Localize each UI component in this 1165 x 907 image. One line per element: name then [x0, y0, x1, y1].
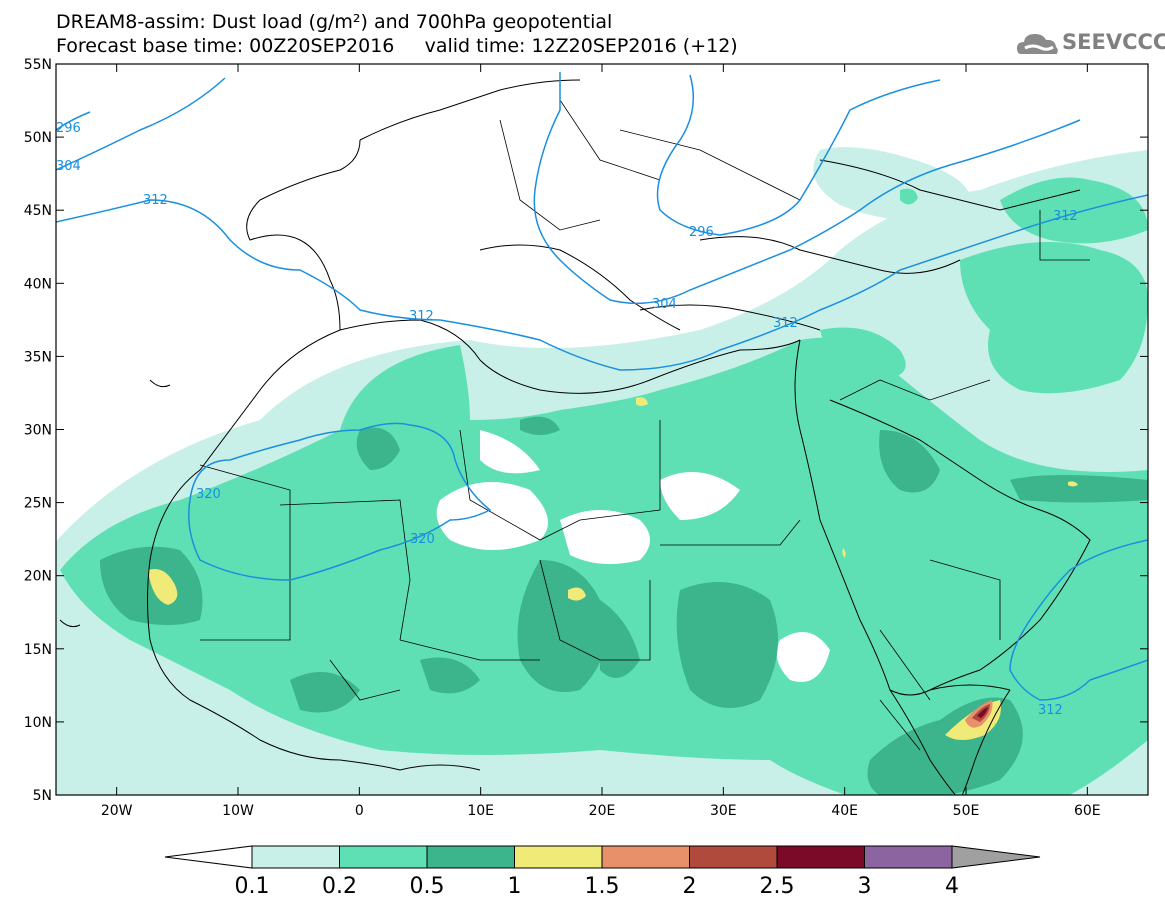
latitude-axis: 55N 50N 45N 40N 35N 30N 25N 20N 15N 10N 5N — [24, 57, 1148, 804]
lon-tick-label: 10W — [222, 803, 254, 819]
colorbar-label: 0.1 — [235, 874, 270, 899]
longitude-axis: 20W 10W 0 10E 20E 30E 40E 50E 60E — [101, 64, 1101, 819]
colorbar-label: 0.5 — [410, 874, 445, 899]
lon-tick-label: 10E — [467, 803, 494, 819]
colorbar-label: 4 — [945, 874, 959, 899]
svg-text:320: 320 — [196, 487, 221, 502]
svg-text:312: 312 — [409, 309, 434, 324]
lat-tick-label: 25N — [24, 496, 52, 512]
lon-tick-label: 30E — [710, 803, 737, 819]
lat-tick-label: 5N — [33, 788, 52, 804]
lat-tick-label: 40N — [24, 276, 52, 292]
dust-area-peak — [965, 700, 993, 728]
logo-text: SEEVCCC — [1062, 30, 1165, 54]
geopotential-contours — [56, 72, 1148, 701]
dust-map: 296 304 312 312 312 296 304 312 320 320 … — [24, 57, 1149, 819]
colorbar-label: 1.5 — [585, 874, 620, 899]
lat-tick-label: 50N — [24, 130, 52, 146]
lat-tick-label: 20N — [24, 569, 52, 585]
map-title: DREAM8-assim: Dust load (g/m²) and 700hP… — [56, 11, 613, 33]
colorbar-label: 2 — [683, 874, 697, 899]
lat-tick-label: 45N — [24, 203, 52, 219]
lat-tick-label: 10N — [24, 715, 52, 731]
svg-text:312: 312 — [143, 193, 168, 208]
lat-tick-label: 35N — [24, 349, 52, 365]
colorbar-label: 1 — [508, 874, 522, 899]
lon-tick-label: 50E — [953, 803, 980, 819]
svg-text:312: 312 — [1038, 703, 1063, 718]
lat-tick-label: 30N — [24, 423, 52, 439]
contour-labels: 296 304 312 312 312 296 304 312 320 320 … — [56, 121, 1078, 718]
colorbar-label: 2.5 — [760, 874, 795, 899]
svg-text:320: 320 — [410, 532, 435, 547]
lon-tick-label: 20W — [101, 803, 133, 819]
colorbar-label: 0.2 — [322, 874, 357, 899]
lat-tick-label: 15N — [24, 642, 52, 658]
svg-text:312: 312 — [1053, 209, 1078, 224]
cloud-icon — [1017, 34, 1058, 54]
svg-text:304: 304 — [56, 159, 81, 174]
lon-tick-label: 40E — [831, 803, 858, 819]
dust-free-patches — [436, 430, 830, 682]
svg-text:304: 304 — [652, 297, 677, 312]
svg-text:296: 296 — [56, 121, 81, 136]
lat-tick-label: 55N — [24, 57, 52, 73]
dust-area-dark — [100, 416, 1148, 795]
lon-tick-label: 60E — [1074, 803, 1101, 819]
svg-text:312: 312 — [773, 316, 798, 331]
lon-tick-label: 0 — [355, 803, 364, 819]
coastlines — [59, 79, 1091, 795]
country-borders — [199, 99, 1090, 751]
svg-text:296: 296 — [689, 225, 714, 240]
colorbar-label: 3 — [858, 874, 872, 899]
forecast-times: Forecast base time: 00Z20SEP2016 valid t… — [56, 35, 738, 57]
lon-tick-label: 20E — [589, 803, 616, 819]
